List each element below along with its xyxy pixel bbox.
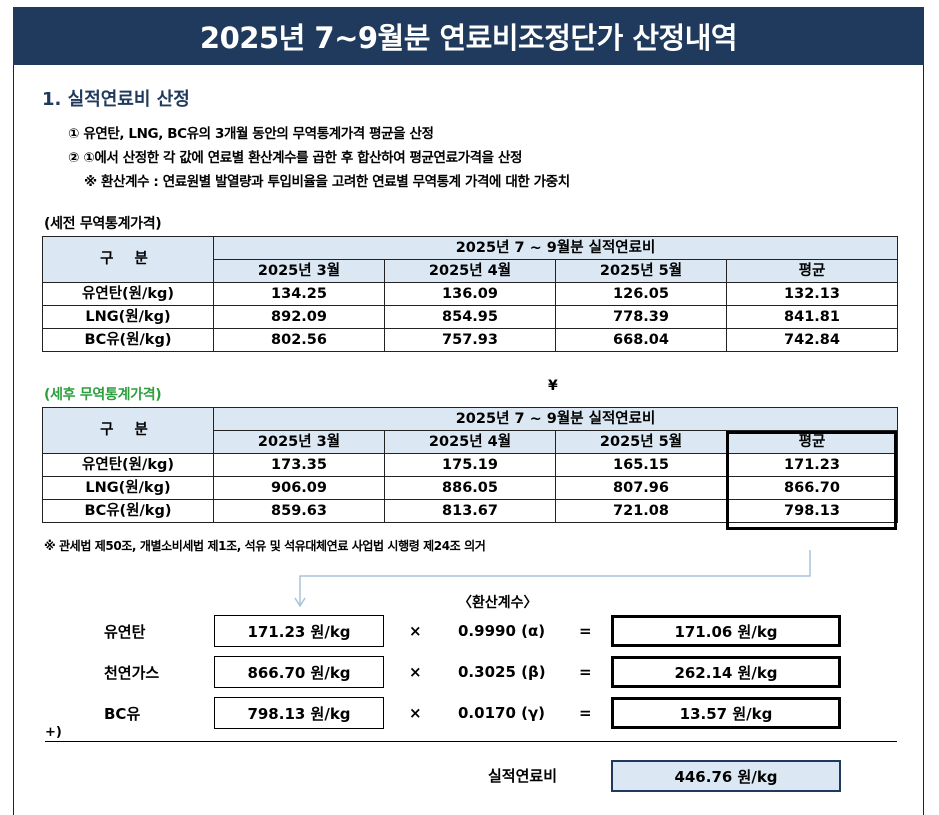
note-3: ※ 환산계수 : 연료원별 발열량과 투입비율을 고려한 연료별 무역통계 가격… (84, 174, 570, 190)
cell: 802.56 (213, 328, 385, 352)
cell: 807.96 (555, 476, 727, 500)
table-row: BC유(원/kg) 802.56 757.93 668.04 742.84 (42, 328, 899, 352)
fuel-name: 유연탄 (104, 622, 146, 641)
equals-sign: = (579, 704, 592, 722)
result-box: 262.14 원/kg (611, 656, 841, 688)
pretax-col-header: 2025년 4월 (384, 259, 556, 283)
cell: 757.93 (384, 328, 556, 352)
calc-row: 천연가스 866.70 원/kg × 0.3025 (β) = 262.14 원… (0, 656, 939, 688)
coefficient: 0.3025 (β) (458, 663, 546, 681)
row-name: 유연탄(원/kg) (42, 453, 214, 477)
pretax-col-header: 2025년 3월 (213, 259, 385, 283)
plus-mark: +) (45, 725, 62, 740)
fuel-value-box: 798.13 원/kg (214, 697, 384, 729)
cell: 854.95 (384, 305, 556, 329)
multiply-sign: × (409, 704, 422, 722)
section-title: 1. 실적연료비 산정 (42, 89, 190, 110)
posttax-table: 구 분 2025년 7 ~ 9월분 실적연료비 2025년 3월 2025년 4… (42, 407, 899, 523)
coefficient: 0.9990 (α) (458, 622, 546, 640)
row-name: LNG(원/kg) (42, 305, 214, 329)
row-name: BC유(원/kg) (42, 328, 214, 352)
cell: 136.09 (384, 282, 556, 306)
result-box: 13.57 원/kg (611, 697, 841, 729)
cell: 892.09 (213, 305, 385, 329)
multiply-sign: × (409, 663, 422, 681)
multiply-sign: × (409, 622, 422, 640)
calc-row: BC유 798.13 원/kg × 0.0170 (γ) = 13.57 원/k… (0, 697, 939, 729)
table-row: LNG(원/kg) 892.09 854.95 778.39 841.81 (42, 305, 899, 329)
posttax-col-header: 평균 (725, 430, 899, 454)
cell: 171.23 (725, 453, 899, 477)
page-title: 2025년 7~9월분 연료비조정단가 산정내역 (13, 7, 924, 65)
cell: 906.09 (213, 476, 385, 500)
row-name: BC유(원/kg) (42, 499, 214, 523)
fuel-name: 천연가스 (104, 663, 160, 682)
cell: 134.25 (213, 282, 385, 306)
cell: 742.84 (725, 328, 899, 352)
fuel-value-box: 171.23 원/kg (214, 615, 384, 647)
sum-divider (45, 741, 897, 742)
pretax-label: (세전 무역통계가격) (44, 216, 162, 232)
result-box: 171.06 원/kg (611, 615, 841, 647)
cell: 813.67 (384, 499, 556, 523)
row-name: LNG(원/kg) (42, 476, 214, 500)
cell: 668.04 (555, 328, 727, 352)
row-name: 유연탄(원/kg) (42, 282, 214, 306)
pretax-col-header: 평균 (725, 259, 899, 283)
legal-note: ※ 관세법 제50조, 개별소비세법 제1조, 석유 및 석유대체연료 사업법 … (44, 539, 486, 553)
posttax-col-header: 2025년 5월 (555, 430, 727, 454)
cell: 132.13 (725, 282, 899, 306)
total-label: 실적연료비 (488, 767, 558, 785)
total-value-box: 446.76 원/kg (611, 760, 841, 792)
equals-sign: = (579, 622, 592, 640)
page-frame (13, 7, 924, 815)
posttax-header-category: 구 분 (42, 407, 214, 454)
cell: 126.05 (555, 282, 727, 306)
coefficient: 0.0170 (γ) (458, 704, 546, 722)
fuel-name: BC유 (104, 704, 141, 723)
posttax-col-header: 2025년 3월 (213, 430, 385, 454)
posttax-label: (세후 무역통계가격) (44, 387, 162, 403)
table-row: 유연탄(원/kg) 173.35 175.19 165.15 171.23 (42, 453, 899, 477)
note-2: ② ①에서 산정한 각 값에 연료별 환산계수를 곱한 후 합산하여 평균연료가… (68, 150, 522, 166)
pretax-col-header: 2025년 5월 (555, 259, 727, 283)
coefficient-header: 〈환산계수〉 (458, 595, 538, 611)
cell: 778.39 (555, 305, 727, 329)
pretax-header-group: 2025년 7 ~ 9월분 실적연료비 (212, 236, 899, 260)
pretax-table: 구 분 2025년 7 ~ 9월분 실적연료비 2025년 3월 2025년 4… (42, 236, 899, 352)
posttax-header-group: 2025년 7 ~ 9월분 실적연료비 (212, 407, 899, 431)
pretax-header-category: 구 분 (42, 236, 214, 283)
down-arrow-mark: ¥ (548, 378, 558, 394)
cell: 886.05 (384, 476, 556, 500)
cell: 165.15 (555, 453, 727, 477)
table-row: LNG(원/kg) 906.09 886.05 807.96 866.70 (42, 476, 899, 500)
note-1: ① 유연탄, LNG, BC유의 3개월 동안의 무역통계가격 평균을 산정 (68, 126, 434, 142)
average-highlight-box (726, 431, 897, 530)
posttax-col-header: 2025년 4월 (384, 430, 556, 454)
cell: 173.35 (213, 453, 385, 477)
cell: 175.19 (384, 453, 556, 477)
table-row: BC유(원/kg) 859.63 813.67 721.08 798.13 (42, 499, 899, 523)
cell: 841.81 (725, 305, 899, 329)
flow-connector (294, 550, 811, 608)
cell: 859.63 (213, 499, 385, 523)
fuel-value-box: 866.70 원/kg (214, 656, 384, 688)
calc-row: 유연탄 171.23 원/kg × 0.9990 (α) = 171.06 원/… (0, 615, 939, 647)
table-row: 유연탄(원/kg) 134.25 136.09 126.05 132.13 (42, 282, 899, 306)
cell: 721.08 (555, 499, 727, 523)
cell: 798.13 (725, 499, 899, 523)
equals-sign: = (579, 663, 592, 681)
